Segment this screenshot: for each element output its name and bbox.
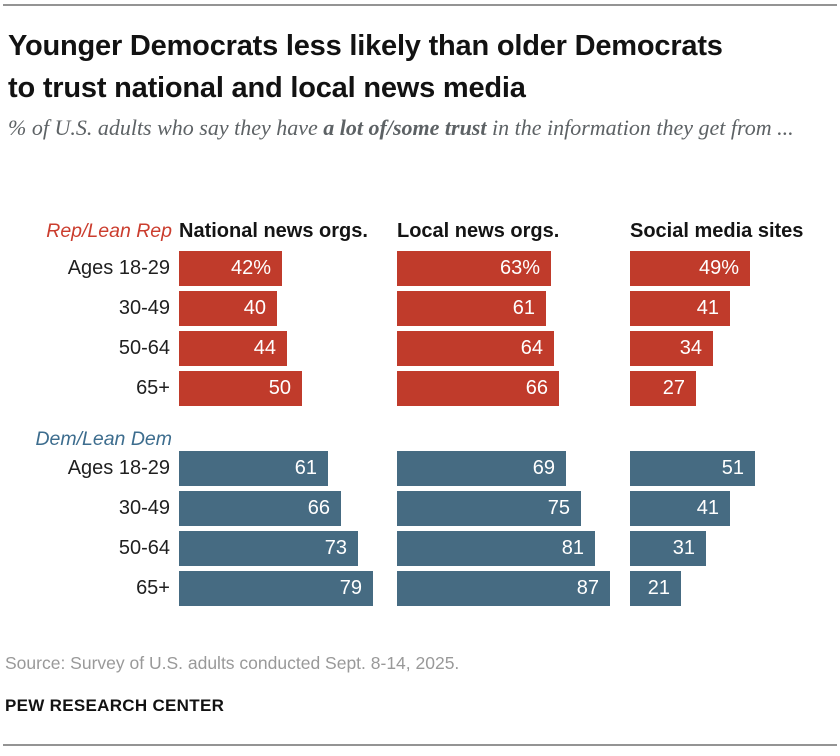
bar-segment: 69 [397, 451, 566, 486]
bar-value-label: 64 [520, 337, 543, 359]
bar-value-label: 21 [647, 577, 670, 599]
group-label: Rep/Lean Rep [46, 220, 172, 242]
top-divider [3, 4, 837, 6]
chart-title-line-1: Younger Democrats less likely than older… [8, 30, 723, 62]
row-category-label: Ages 18-29 [67, 457, 170, 479]
bar-value-label: 44 [253, 337, 276, 359]
bar-segment: 21 [630, 571, 681, 606]
row-category-label: 65+ [136, 377, 170, 399]
bar-value-label: 42% [230, 257, 271, 279]
chart-subtitle-bold: a lot of/some trust [323, 115, 487, 140]
bar-segment: 41 [630, 491, 730, 526]
bar-segment: 73 [179, 531, 358, 566]
bar-segment: 87 [397, 571, 610, 606]
chart-subtitle-suffix: in the information they get from ... [486, 115, 794, 140]
chart-title: Younger Democrats less likely than older… [8, 25, 834, 109]
bottom-divider [3, 744, 837, 746]
bar-segment: 42% [179, 251, 282, 286]
grouped-bar-chart: National news orgs. Local news orgs. Socia… [0, 218, 840, 610]
bar-segment: 51 [630, 451, 755, 486]
bar-value-label: 61 [294, 457, 317, 479]
bar-value-label: 41 [696, 297, 719, 319]
row-category-label: Ages 18-29 [67, 257, 170, 279]
bar-segment: 79 [179, 571, 373, 606]
bar-value-label: 66 [307, 497, 330, 519]
row-category-label: 30-49 [118, 497, 170, 519]
row-category-label: 50-64 [118, 337, 170, 359]
column-header: Local news orgs. [397, 220, 560, 242]
bar-value-label: 79 [339, 577, 362, 599]
bar-value-label: 49% [698, 257, 739, 279]
bar-value-label: 61 [512, 297, 535, 319]
bar-value-label: 75 [547, 497, 570, 519]
bar-value-label: 87 [576, 577, 599, 599]
bar-segment: 44 [179, 331, 287, 366]
bar-segment: 34 [630, 331, 713, 366]
chart-subtitle: % of U.S. adults who say they have a lot… [8, 111, 830, 145]
row-category-label: 30-49 [118, 297, 170, 319]
bar-segment: 49% [630, 251, 750, 286]
bar-value-label: 73 [324, 537, 347, 559]
bar-segment: 66 [179, 491, 341, 526]
bar-segment: 75 [397, 491, 581, 526]
bar-value-label: 69 [532, 457, 555, 479]
bar-segment: 41 [630, 291, 730, 326]
bar-segment: 31 [630, 531, 706, 566]
bar-value-label: 34 [679, 337, 702, 359]
bar-segment: 50 [179, 371, 302, 406]
bar-segment: 63% [397, 251, 551, 286]
bar-value-label: 63% [499, 257, 540, 279]
chart-subtitle-prefix: % of U.S. adults who say they have [8, 115, 324, 140]
bar-segment: 40 [179, 291, 277, 326]
bar-segment: 27 [630, 371, 696, 406]
column-header: National news orgs. [179, 220, 368, 242]
bar-segment: 64 [397, 331, 554, 366]
bar-segment: 61 [179, 451, 328, 486]
bar-segment: 66 [397, 371, 559, 406]
bar-value-label: 27 [662, 377, 685, 399]
row-category-label: 50-64 [118, 537, 170, 559]
bar-value-label: 31 [672, 537, 695, 559]
bar-value-label: 50 [268, 377, 291, 399]
bar-value-label: 40 [243, 297, 266, 319]
bar-segment: 61 [397, 291, 546, 326]
row-category-label: 65+ [136, 577, 170, 599]
bar-value-label: 51 [721, 457, 744, 479]
brand-wordmark: PEW RESEARCH CENTER [5, 696, 225, 715]
column-header: Social media sites [630, 220, 804, 242]
bar-value-label: 41 [696, 497, 719, 519]
bar-segment: 81 [397, 531, 595, 566]
bar-value-label: 81 [561, 537, 584, 559]
chart-title-line-2: to trust national and local news media [8, 72, 526, 104]
source-note: Source: Survey of U.S. adults conducted … [5, 653, 460, 673]
group-label: Dem/Lean Dem [35, 428, 172, 450]
bar-value-label: 66 [525, 377, 548, 399]
